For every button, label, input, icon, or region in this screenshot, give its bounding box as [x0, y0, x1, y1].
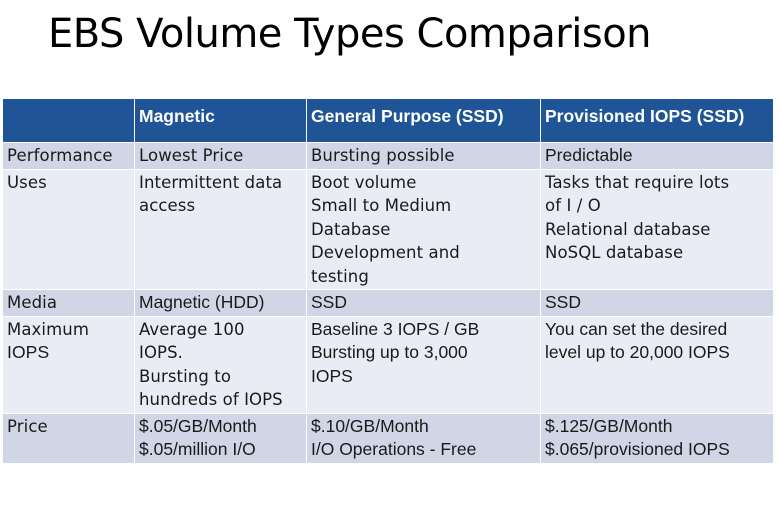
cell-line: $.125/GB/Month: [545, 415, 673, 436]
cell-line: access: [139, 196, 196, 215]
table-cell: Magnetic (HDD): [134, 289, 307, 317]
cell-line: I/O Operations - Free: [311, 439, 477, 459]
cell-line: $.05/million I/O: [139, 439, 256, 459]
cell-line: SSD: [311, 292, 347, 312]
cell-line: $.05/GB/Month: [139, 415, 257, 436]
cell-line: Maximum: [7, 319, 89, 339]
cell-line: IOPS: [7, 342, 50, 362]
table-cell: You can set the desired level up to 20,0…: [540, 315, 774, 414]
cell-line: SSD: [545, 292, 581, 312]
cell-line: Lowest Price: [139, 146, 244, 165]
table-cell: Predictable: [540, 142, 774, 170]
cell-line: Baseline 3 IOPS / GB: [311, 318, 480, 339]
table-cell: Average 100 IOPS. Bursting to hundreds o…: [134, 315, 307, 414]
table-cell: Baseline 3 IOPS / GB Bursting up to 3,00…: [306, 315, 541, 414]
table-cell: SSD: [306, 289, 541, 317]
row-label: Media: [2, 289, 135, 317]
table-cell: Lowest Price: [134, 142, 307, 170]
cell-line: $.10/GB/Month: [311, 415, 429, 436]
table-cell: Tasks that require lots of I / O Relatio…: [540, 168, 774, 290]
table-row-performance: Performance Lowest Price Bursting possib…: [2, 142, 774, 170]
row-label: Price: [2, 412, 135, 464]
cell-line: Bursting up to 3,000: [311, 342, 468, 362]
cell-line: Tasks that require lots: [545, 172, 730, 192]
row-label: Maximum IOPS: [2, 315, 135, 414]
table-cell: $.10/GB/Month I/O Operations - Free: [306, 412, 541, 464]
comparison-table: Magnetic General Purpose (SSD) Provision…: [2, 98, 774, 464]
cell-line: testing: [311, 266, 369, 286]
cell-line: Bursting to: [139, 366, 232, 386]
cell-line: NoSQL database: [545, 243, 684, 262]
cell-line: Development and: [311, 243, 460, 262]
table-cell: Intermittent data access: [134, 168, 307, 290]
table-cell: $.125/GB/Month $.065/provisioned IOPS: [540, 412, 774, 464]
cell-line: Boot volume: [311, 172, 417, 192]
cell-line: hundreds of IOPS: [139, 390, 283, 409]
table-row-price: Price $.05/GB/Month $.05/million I/O $.1…: [2, 412, 774, 464]
cell-line: Database: [311, 219, 391, 239]
cell-line: $.065/provisioned IOPS: [545, 439, 730, 459]
table-cell: SSD: [540, 289, 774, 317]
table-row-uses: Uses Intermittent data access Boot volum…: [2, 168, 774, 290]
row-label: Performance: [2, 142, 135, 170]
cell-line: of I / O: [545, 196, 601, 215]
row-label: Uses: [2, 168, 135, 290]
cell-line: Price: [7, 416, 48, 436]
table-cell: $.05/GB/Month $.05/million I/O: [134, 412, 307, 464]
header-general-purpose: General Purpose (SSD): [306, 98, 541, 143]
header-provisioned-iops: Provisioned IOPS (SSD): [540, 98, 774, 143]
cell-line: Average 100: [139, 319, 245, 339]
cell-line: Intermittent data: [139, 172, 283, 192]
cell-line: IOPS: [311, 365, 353, 386]
header-magnetic: Magnetic: [134, 98, 307, 143]
table-row-media: Media Magnetic (HDD) SSD SSD: [2, 289, 774, 317]
cell-line: Bursting possible: [311, 146, 455, 165]
cell-line: IOPS.: [139, 343, 184, 362]
cell-line: level up to 20,000 IOPS: [545, 342, 730, 362]
table-row-max-iops: Maximum IOPS Average 100 IOPS. Bursting …: [2, 315, 774, 414]
header-corner: [2, 98, 135, 143]
table-cell: Bursting possible: [306, 142, 541, 170]
cell-line: Predictable: [545, 145, 633, 165]
cell-line: Magnetic (HDD): [139, 292, 265, 312]
cell-line: You can set the desired: [545, 318, 728, 339]
cell-line: Small to Medium: [311, 196, 452, 215]
cell-line: Media: [7, 293, 58, 312]
cell-line: Relational database: [545, 219, 711, 239]
table-header-row: Magnetic General Purpose (SSD) Provision…: [2, 98, 774, 143]
table-cell: Boot volume Small to Medium Database Dev…: [306, 168, 541, 290]
cell-line: Uses: [7, 172, 47, 192]
cell-line: Performance: [7, 146, 113, 165]
slide-title: EBS Volume Types Comparison: [48, 11, 652, 57]
